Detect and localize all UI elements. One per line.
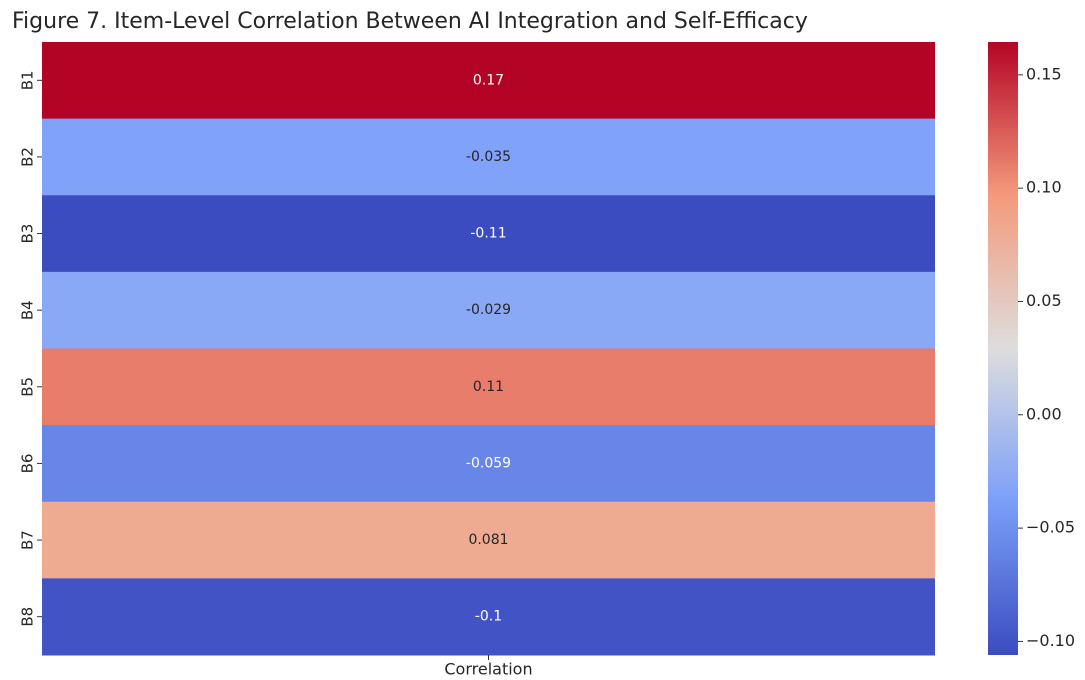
- heatmap-cell: [42, 271, 935, 349]
- y-tick-label: B7: [19, 530, 37, 550]
- x-tick-label: Correlation: [444, 660, 532, 679]
- heatmap-cell: [42, 578, 935, 656]
- y-tick-label: B2: [19, 147, 37, 167]
- y-tick-label: B8: [19, 607, 37, 627]
- chart-title: Figure 7. Item-Level Correlation Between…: [12, 9, 808, 34]
- cell-label: -0.1: [475, 609, 502, 625]
- cell-label: -0.035: [466, 149, 511, 165]
- y-tick-label: B5: [19, 377, 37, 397]
- y-tick-label: B3: [19, 224, 37, 244]
- colorbar-tick-label: 0.00: [1026, 404, 1062, 423]
- cell-label: 0.17: [473, 72, 504, 88]
- colorbar: [988, 42, 1018, 655]
- cell-label: -0.029: [466, 302, 511, 318]
- heatmap-cell: [42, 118, 935, 196]
- colorbar-tick-label: 0.15: [1026, 64, 1062, 83]
- heatmap-cell: [42, 348, 935, 426]
- cell-label: 0.081: [468, 532, 508, 548]
- colorbar-tick-label: −0.10: [1026, 631, 1075, 650]
- colorbar-tick-label: 0.05: [1026, 291, 1062, 310]
- cell-label: 0.11: [473, 379, 504, 395]
- colorbar-tick-label: −0.05: [1026, 518, 1075, 537]
- heatmap-cell: [42, 42, 935, 120]
- y-tick-label: B1: [19, 70, 37, 90]
- y-tick-label: B6: [19, 454, 37, 474]
- heatmap-cell: [42, 501, 935, 579]
- heatmap-cell: [42, 425, 935, 503]
- heatmap-cell: [42, 195, 935, 273]
- cell-label: -0.11: [470, 226, 506, 242]
- colorbar-tick-label: 0.10: [1026, 178, 1062, 197]
- y-tick-label: B4: [19, 300, 37, 320]
- cell-label: -0.059: [466, 455, 511, 471]
